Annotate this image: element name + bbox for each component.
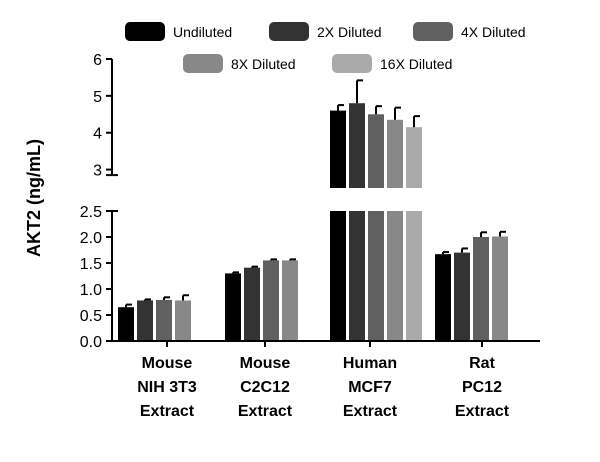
x-tick-label: Mouse xyxy=(142,355,193,372)
y-axis: 0.0 0.5 1.0 1.5 2.0 2.5 3 4 5 6 xyxy=(80,52,118,351)
x-tick-label: Extract xyxy=(455,403,510,420)
bar xyxy=(387,119,403,188)
bar xyxy=(330,211,346,341)
x-tick-label: NIH 3T3 xyxy=(137,379,197,396)
x-tick-label: Human xyxy=(343,355,397,372)
bar xyxy=(406,127,422,188)
bar xyxy=(492,236,508,341)
legend-swatch xyxy=(183,54,223,73)
bar xyxy=(282,260,298,341)
legend-swatch xyxy=(125,22,165,41)
legend-swatch xyxy=(332,54,372,73)
bar xyxy=(368,114,384,188)
x-tick-label: PC12 xyxy=(462,379,502,396)
y-tick-label: 2.0 xyxy=(80,230,102,247)
y-tick-label: 5 xyxy=(93,89,102,106)
legend-label: 4X Diluted xyxy=(461,24,526,40)
bar xyxy=(473,237,489,341)
bar xyxy=(225,273,241,341)
x-tick-label: C2C12 xyxy=(240,379,290,396)
y-tick-label: 2.5 xyxy=(80,204,102,221)
bar xyxy=(263,260,279,341)
y-axis-title: AKT2 (ng/mL) xyxy=(24,139,44,257)
bar xyxy=(454,252,470,341)
bars xyxy=(118,79,508,341)
y-tick-label: 6 xyxy=(93,52,102,69)
legend-label: 16X Diluted xyxy=(380,56,452,72)
legend-swatch xyxy=(413,22,453,41)
x-tick-label: Extract xyxy=(238,403,293,420)
legend-swatch xyxy=(269,22,309,41)
x-tick-label: Extract xyxy=(140,403,195,420)
x-tick-label: Extract xyxy=(343,403,398,420)
bar xyxy=(137,300,153,341)
bar xyxy=(435,254,451,341)
bar xyxy=(156,299,172,341)
y-tick-label: 1.5 xyxy=(80,256,102,273)
x-tick-label: Mouse xyxy=(240,355,291,372)
bar xyxy=(118,307,134,341)
legend-label: 2X Diluted xyxy=(317,24,382,40)
bar xyxy=(349,103,365,188)
legend-label: 8X Diluted xyxy=(231,56,296,72)
bar xyxy=(349,211,365,341)
y-tick-label: 4 xyxy=(93,126,102,143)
legend: Undiluted 2X Diluted 4X Diluted 8X Diluted 1… xyxy=(125,22,526,73)
bar xyxy=(330,110,346,188)
bar xyxy=(368,211,384,341)
x-tick-label: MCF7 xyxy=(348,379,392,396)
bar xyxy=(406,211,422,341)
y-tick-label: 0.5 xyxy=(80,308,102,325)
legend-label: Undiluted xyxy=(173,24,232,40)
y-tick-label: 0.0 xyxy=(80,334,102,351)
bar xyxy=(387,211,403,341)
x-tick-label: Rat xyxy=(469,355,495,372)
y-tick-label: 3 xyxy=(93,163,102,180)
bar xyxy=(244,267,260,341)
y-tick-label: 1.0 xyxy=(80,282,102,299)
bar xyxy=(175,300,191,341)
x-axis: Mouse NIH 3T3 Extract Mouse C2C12 Extract Huma… xyxy=(112,340,540,420)
